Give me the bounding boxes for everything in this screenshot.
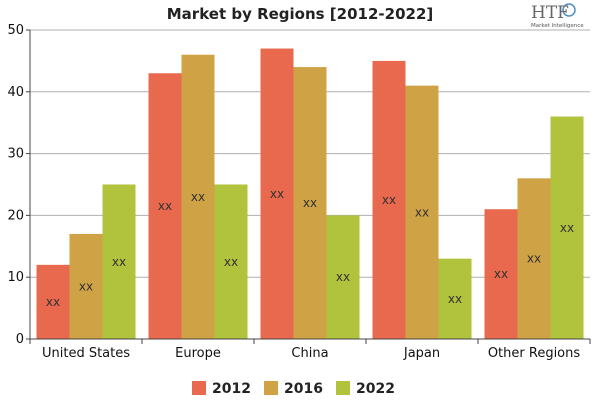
bar <box>405 85 439 340</box>
bar <box>438 258 472 339</box>
x-tick-label: Japan <box>403 346 440 361</box>
data-label: xx <box>303 196 317 210</box>
y-tick-label: 0 <box>16 332 24 347</box>
logo: HTF Market Intelligence <box>531 3 584 29</box>
y-tick-label: 40 <box>7 85 24 100</box>
data-label: xx <box>191 190 205 204</box>
legend-label: 2022 <box>356 381 395 397</box>
data-label: xx <box>336 270 350 284</box>
legend-label: 2016 <box>284 381 323 397</box>
data-label: xx <box>527 252 541 266</box>
bar <box>326 215 360 339</box>
x-tick-label: Europe <box>175 346 221 361</box>
data-label: xx <box>112 255 126 269</box>
bar <box>484 209 518 339</box>
legend: 2012 2016 2022 <box>192 381 395 397</box>
data-label: xx <box>224 255 238 269</box>
y-axis: 0 10 20 30 40 50 <box>7 23 31 347</box>
bar <box>550 116 584 340</box>
bar <box>148 73 182 339</box>
data-label: xx <box>270 187 284 201</box>
bar <box>69 233 103 339</box>
data-label: xx <box>415 205 429 219</box>
bars: xx xx xx xx xx xx xx xx xx xx xx xx xx xx xx <box>36 48 584 340</box>
logo-subtext: Market Intelligence <box>531 23 584 29</box>
data-label: xx <box>382 193 396 207</box>
legend-label: 2012 <box>212 381 251 397</box>
logo-globe-icon <box>562 3 576 17</box>
data-label: xx <box>560 221 574 235</box>
data-label: xx <box>448 292 462 306</box>
data-label: xx <box>79 279 93 293</box>
x-tick-label: United States <box>42 346 130 361</box>
bar <box>181 54 215 339</box>
x-tick-label: China <box>291 346 328 361</box>
data-label: xx <box>158 199 172 213</box>
bar <box>102 184 136 339</box>
data-label: xx <box>46 295 60 309</box>
legend-swatch <box>192 381 206 395</box>
bar <box>293 67 327 339</box>
x-tick-label: Other Regions <box>488 346 581 361</box>
logo-text: HTF <box>531 3 569 23</box>
bar <box>372 60 406 340</box>
bar <box>260 48 294 339</box>
y-tick-label: 20 <box>7 208 24 223</box>
legend-swatch <box>264 381 278 395</box>
chart-title: Market by Regions [2012-2022] <box>167 5 434 23</box>
y-tick-label: 50 <box>7 23 24 38</box>
x-axis: United States Europe China Japan Other Regio… <box>29 338 591 361</box>
y-tick-label: 30 <box>7 147 24 162</box>
legend-swatch <box>336 381 350 395</box>
bar <box>36 264 70 339</box>
bar <box>214 184 248 339</box>
data-label: xx <box>494 267 508 281</box>
bar <box>517 178 551 339</box>
y-tick-label: 10 <box>7 270 24 285</box>
